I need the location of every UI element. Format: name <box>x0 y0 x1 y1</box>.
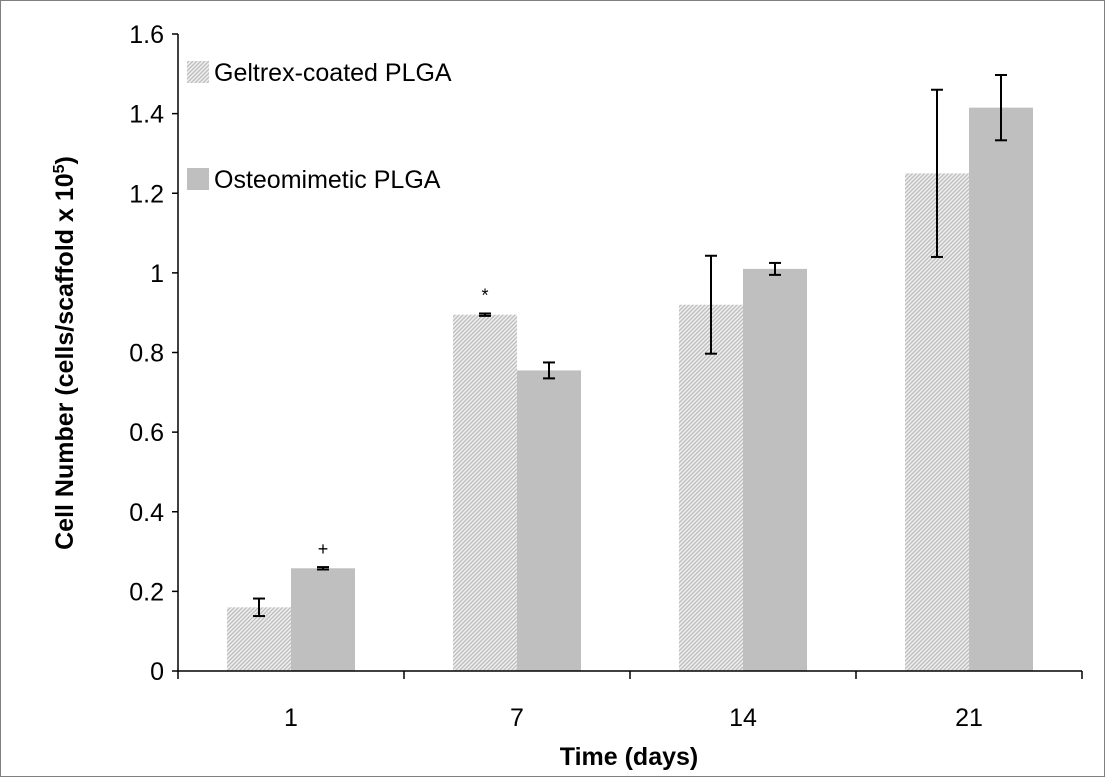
legend-label: Geltrex-coated PLGA <box>214 59 452 87</box>
y-axis-title: Cell Number (cells/scaffold x 105) <box>51 156 79 550</box>
x-tick-label: 14 <box>729 704 757 732</box>
x-tick-label: 7 <box>510 704 524 732</box>
x-tick-label: 21 <box>955 704 983 732</box>
y-tick-label: 1 <box>150 260 164 288</box>
y-tick-label: 0.2 <box>129 578 164 606</box>
significance-marker: + <box>318 539 329 559</box>
y-axis-title-suffix: ) <box>51 156 79 164</box>
x-axis-title: Time (days) <box>560 743 698 771</box>
bar <box>227 607 291 671</box>
y-tick-label: 0.8 <box>129 340 164 368</box>
y-axis-title-superscript: 5 <box>51 164 68 173</box>
legend-label: Osteomimetic PLGA <box>214 166 441 194</box>
legend-swatch <box>187 61 209 83</box>
y-tick-label: 0.6 <box>129 419 164 447</box>
bar <box>743 268 807 671</box>
legend-swatch <box>187 168 209 190</box>
y-axis-title-main: Cell Number (cells/scaffold x 10 <box>51 173 79 550</box>
bar <box>453 314 517 671</box>
y-tick-label: 1.2 <box>129 180 164 208</box>
x-tick-label: 1 <box>284 704 298 732</box>
bar <box>517 370 581 671</box>
y-tick-label: 0.4 <box>129 499 164 527</box>
bar <box>679 304 743 671</box>
bar <box>969 107 1033 671</box>
y-tick-label: 1.4 <box>129 101 164 129</box>
bar <box>291 568 355 671</box>
significance-marker: * <box>481 285 488 305</box>
y-tick-label: 0 <box>150 658 164 686</box>
y-tick-label: 1.6 <box>129 21 164 49</box>
